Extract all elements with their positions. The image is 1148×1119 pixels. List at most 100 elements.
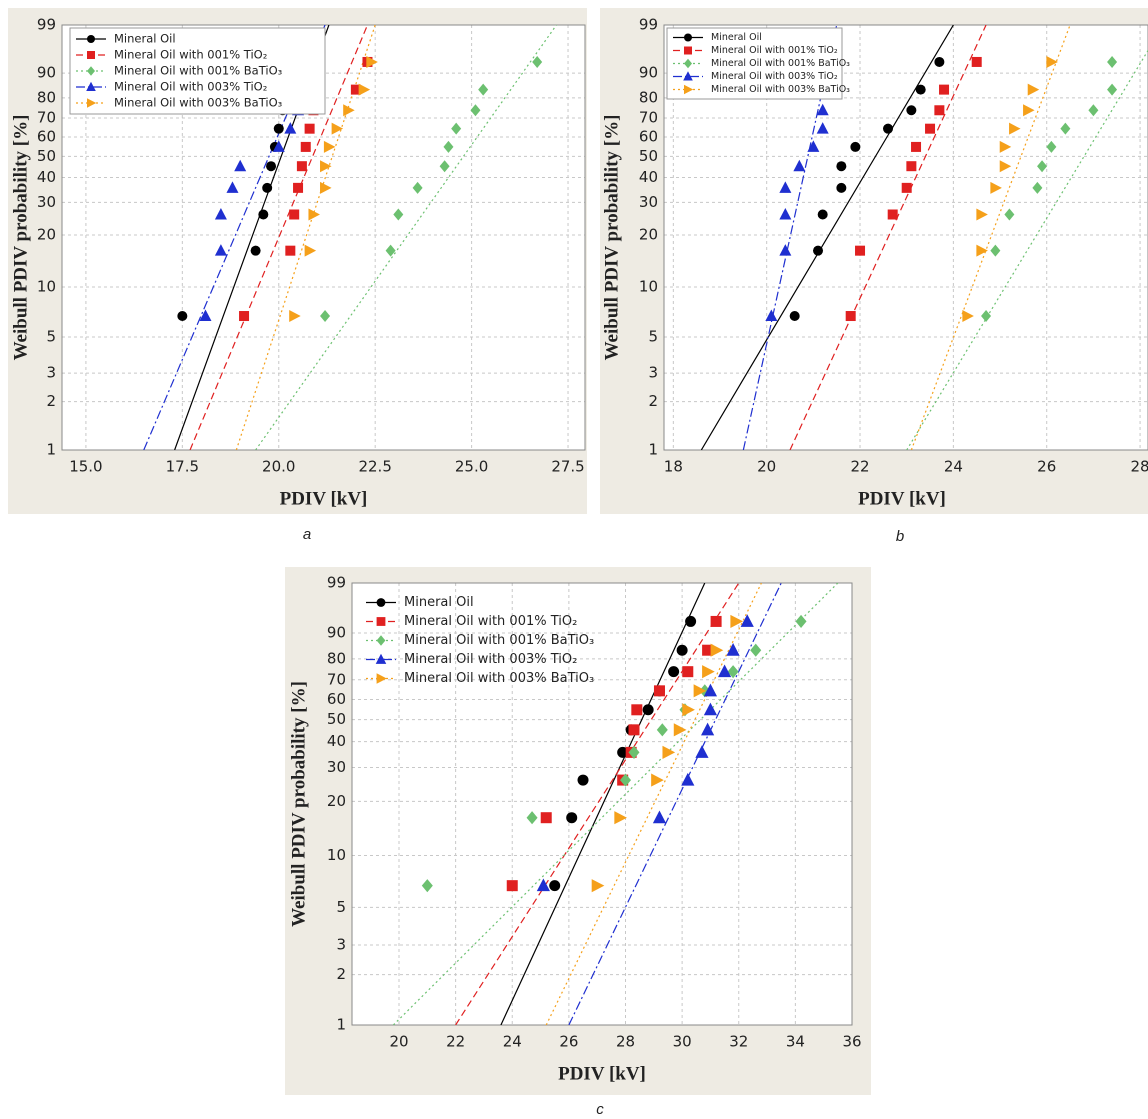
point	[673, 723, 687, 737]
point	[214, 244, 227, 256]
point	[1107, 55, 1118, 68]
x-tick-label: 28	[616, 1033, 635, 1051]
legend-label: Mineral Oil with 001% BaTiO₃	[404, 633, 594, 648]
x-tick-label: 36	[842, 1033, 861, 1051]
point	[293, 182, 304, 193]
y-tick-label: 3	[46, 364, 56, 382]
fit-line	[700, 25, 954, 450]
point	[779, 207, 792, 220]
point	[285, 245, 296, 256]
y-tick-label: 20	[327, 792, 346, 810]
point	[258, 209, 269, 220]
point	[239, 311, 250, 322]
y-tick-label: 3	[648, 364, 658, 382]
legend-marker	[376, 598, 386, 607]
point	[710, 643, 724, 657]
plot-content	[700, 25, 1148, 450]
x-tick-label: 24	[503, 1033, 522, 1051]
legend-marker	[684, 58, 692, 69]
point	[981, 310, 992, 323]
point	[681, 772, 695, 786]
x-tick-label: 22.5	[358, 458, 391, 476]
legend-marker	[683, 71, 693, 81]
x-axis-title: PDIV [kV]	[280, 488, 368, 509]
point	[999, 140, 1012, 153]
point	[779, 181, 792, 193]
point	[652, 810, 667, 824]
point	[421, 879, 433, 893]
fit-line	[545, 583, 762, 1025]
point	[358, 83, 371, 96]
point	[1088, 104, 1099, 117]
x-tick-label: 26	[559, 1033, 578, 1051]
fit-line	[789, 25, 987, 450]
panel-caption: a	[303, 526, 311, 543]
point	[795, 614, 807, 629]
point	[536, 878, 550, 892]
panel-caption: c	[596, 1101, 604, 1118]
point	[393, 208, 404, 221]
x-tick-label: 20	[757, 458, 776, 476]
point	[717, 664, 732, 678]
plot-content	[392, 583, 839, 1025]
point	[272, 140, 285, 152]
x-tick-label: 25.0	[455, 458, 488, 476]
point	[807, 140, 820, 152]
point	[631, 704, 643, 716]
legend-marker	[684, 33, 692, 42]
y-tick-label: 60	[639, 127, 658, 145]
y-tick-label: 99	[327, 574, 346, 592]
y-tick-label: 40	[639, 168, 658, 186]
point	[836, 182, 847, 193]
y-tick-label: 2	[336, 965, 346, 983]
fit-line	[910, 25, 1071, 450]
point	[226, 181, 239, 193]
x-tick-label: 30	[673, 1033, 692, 1051]
y-tick-label: 90	[639, 64, 658, 82]
fit-line	[568, 583, 782, 1025]
point	[701, 722, 715, 736]
point	[962, 310, 974, 323]
x-tick-label: 22	[850, 458, 869, 476]
legend-label: Mineral Oil with 001% TiO₂	[404, 614, 577, 629]
point	[320, 181, 332, 194]
y-axis-title: Weibull PDIV probability [%]	[601, 115, 622, 361]
point	[695, 745, 709, 758]
point	[817, 209, 828, 220]
point	[976, 208, 988, 221]
legend-marker	[376, 635, 386, 646]
legend-label: Mineral Oil	[711, 32, 762, 43]
point	[443, 140, 454, 153]
legend-label: Mineral Oil with 003% TiO₂	[711, 71, 838, 82]
point	[939, 84, 950, 95]
legend-label: Mineral Oil with 003% TiO₂	[404, 652, 577, 667]
y-tick-label: 90	[37, 64, 56, 82]
y-tick-label: 2	[46, 392, 56, 410]
point	[308, 208, 320, 221]
y-tick-label: 3	[336, 936, 346, 954]
point	[676, 644, 688, 656]
panel-caption: b	[896, 528, 904, 545]
point	[693, 684, 707, 698]
x-tick-label: 27.5	[551, 458, 584, 476]
point	[1046, 140, 1057, 153]
point	[619, 773, 631, 787]
legend-marker	[376, 617, 386, 626]
point	[1009, 122, 1021, 135]
legend-label: Mineral Oil with 003% TiO₂	[114, 80, 267, 94]
point	[651, 773, 664, 787]
point	[289, 209, 300, 220]
x-axis-title: PDIV [kV]	[558, 1063, 646, 1084]
point	[304, 244, 317, 257]
x-axis-title: PDIV [kV]	[858, 488, 946, 509]
point	[577, 774, 589, 786]
point	[1107, 83, 1118, 96]
plot-frame	[61, 24, 586, 451]
legend: Mineral Oil Mineral Oil with 001% TiO₂ Min…	[69, 27, 326, 115]
point	[1032, 181, 1043, 194]
point	[740, 614, 754, 627]
legend-label: Mineral Oil with 001% TiO₂	[114, 48, 267, 62]
point	[710, 615, 722, 627]
